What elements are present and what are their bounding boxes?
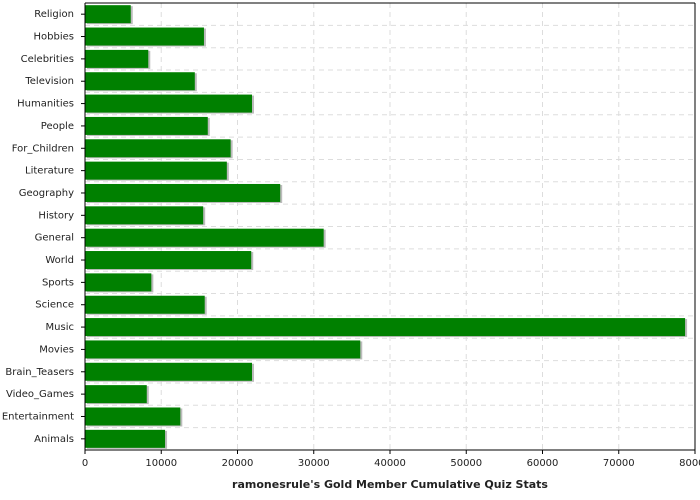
bar [85, 161, 227, 180]
bar [85, 273, 152, 292]
y-tick-label: Music [46, 322, 74, 333]
y-tick-label: People [41, 121, 74, 132]
y-tick-label: Religion [34, 9, 74, 20]
y-tick-label: Brain_Teasers [5, 367, 74, 378]
y-tick-label: Video_Games [6, 389, 74, 400]
y-tick-label: History [38, 210, 74, 221]
x-tick-label: 20000 [222, 458, 254, 469]
bar [85, 385, 147, 404]
bar [85, 228, 324, 247]
bar [85, 183, 281, 202]
y-tick-label: General [35, 233, 74, 244]
bar [85, 295, 205, 314]
bar [85, 362, 252, 381]
y-tick-label: Movies [39, 344, 74, 355]
y-tick-label: Geography [19, 188, 74, 199]
bar [85, 27, 204, 46]
y-tick-label: Celebrities [21, 54, 74, 65]
y-tick-label: Literature [25, 166, 74, 177]
y-tick-label: For_Children [12, 143, 74, 154]
y-tick-label: Television [24, 76, 74, 87]
x-tick-label: 0 [82, 458, 88, 469]
bar [85, 407, 181, 426]
bar [85, 429, 166, 448]
bar [85, 139, 231, 158]
bar [85, 49, 149, 68]
bar [85, 340, 361, 359]
y-tick-label: Sports [42, 277, 74, 288]
x-tick-label: 30000 [298, 458, 330, 469]
x-axis-label: ramonesrule's Gold Member Cumulative Qui… [232, 478, 548, 491]
bar [85, 94, 252, 113]
bar [85, 206, 204, 225]
y-tick-label: Entertainment [2, 411, 74, 422]
x-tick-label: 60000 [527, 458, 559, 469]
bar [85, 318, 686, 337]
x-tick-label: 80000 [679, 458, 700, 469]
y-tick-label: Animals [34, 434, 74, 445]
x-tick-label: 10000 [145, 458, 177, 469]
bar [85, 5, 131, 24]
bar [85, 116, 208, 135]
y-tick-label: Science [35, 300, 74, 311]
y-tick-label: Hobbies [34, 32, 74, 43]
x-tick-label: 50000 [450, 458, 482, 469]
y-tick-label: World [45, 255, 74, 266]
y-tick-label: Humanities [17, 99, 74, 110]
x-tick-label: 70000 [603, 458, 635, 469]
bar [85, 251, 252, 270]
x-tick-label: 40000 [374, 458, 406, 469]
bar [85, 72, 195, 91]
